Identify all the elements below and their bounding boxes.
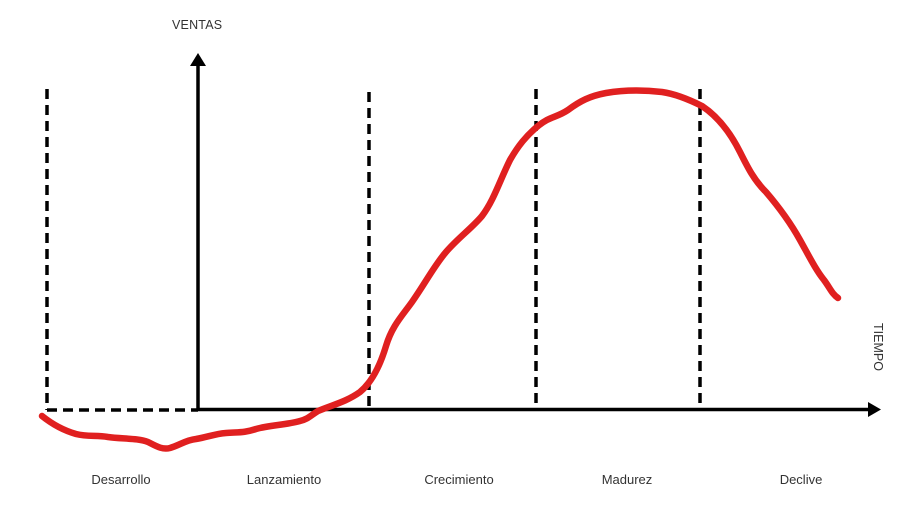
phase-label-desarrollo: Desarrollo <box>91 472 151 487</box>
phase-label-lanzamiento: Lanzamiento <box>246 472 322 487</box>
y-axis-label: VENTAS <box>172 18 223 32</box>
phase-label-declive: Declive <box>779 472 823 487</box>
x-axis-label: TIEMPO <box>870 323 885 371</box>
sales-curve <box>38 87 842 452</box>
phase-label-crecimiento: Crecimiento <box>424 472 494 487</box>
y-axis-arrow-icon <box>190 53 206 66</box>
x-axis-arrow-icon <box>868 402 881 417</box>
phase-label-madurez: Madurez <box>601 472 653 487</box>
phase-dividers <box>45 89 702 412</box>
